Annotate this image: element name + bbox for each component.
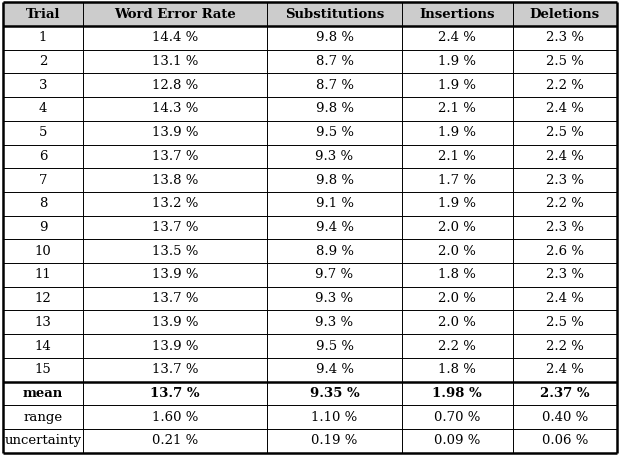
Text: 2.0 %: 2.0 % <box>438 221 476 234</box>
Text: 1.9 %: 1.9 % <box>438 55 476 68</box>
Text: 6: 6 <box>38 150 47 163</box>
Text: 5: 5 <box>39 126 47 139</box>
Text: 9.5 %: 9.5 % <box>316 126 353 139</box>
Text: range: range <box>24 411 63 424</box>
Text: 1.9 %: 1.9 % <box>438 126 476 139</box>
Text: 2: 2 <box>39 55 47 68</box>
Text: 1.7 %: 1.7 % <box>438 174 476 187</box>
Text: 9: 9 <box>38 221 47 234</box>
Text: 9.3 %: 9.3 % <box>316 150 353 163</box>
Text: 1.10 %: 1.10 % <box>311 411 358 424</box>
Text: Deletions: Deletions <box>529 8 600 20</box>
Text: 7: 7 <box>38 174 47 187</box>
Text: 9.8 %: 9.8 % <box>316 174 353 187</box>
Text: 2.0 %: 2.0 % <box>438 316 476 329</box>
Text: 2.1 %: 2.1 % <box>438 150 476 163</box>
Text: 0.09 %: 0.09 % <box>434 435 481 447</box>
Text: 0.70 %: 0.70 % <box>434 411 481 424</box>
Text: 8.7 %: 8.7 % <box>316 55 353 68</box>
Text: 9.7 %: 9.7 % <box>316 268 353 281</box>
FancyBboxPatch shape <box>3 2 617 26</box>
Text: 13.8 %: 13.8 % <box>152 174 198 187</box>
Text: 2.4 %: 2.4 % <box>546 292 583 305</box>
Text: 8: 8 <box>39 197 47 210</box>
Text: 2.37 %: 2.37 % <box>540 387 590 400</box>
Text: 2.4 %: 2.4 % <box>438 31 476 44</box>
Text: 2.3 %: 2.3 % <box>546 268 583 281</box>
Text: 2.0 %: 2.0 % <box>438 292 476 305</box>
Text: 9.3 %: 9.3 % <box>316 316 353 329</box>
Text: 13: 13 <box>35 316 51 329</box>
Text: 2.5 %: 2.5 % <box>546 126 583 139</box>
Text: mean: mean <box>23 387 63 400</box>
Text: 3: 3 <box>38 79 47 92</box>
Text: 13.1 %: 13.1 % <box>152 55 198 68</box>
Text: 13.5 %: 13.5 % <box>152 245 198 258</box>
Text: 2.3 %: 2.3 % <box>546 221 583 234</box>
Text: 13.9 %: 13.9 % <box>152 126 198 139</box>
Text: 1.9 %: 1.9 % <box>438 79 476 92</box>
Text: 2.2 %: 2.2 % <box>546 339 583 353</box>
Text: 4: 4 <box>39 102 47 116</box>
Text: 13.7 %: 13.7 % <box>150 387 200 400</box>
Text: 14.3 %: 14.3 % <box>152 102 198 116</box>
Text: 1.8 %: 1.8 % <box>438 363 476 376</box>
Text: 9.3 %: 9.3 % <box>316 292 353 305</box>
Text: 2.2 %: 2.2 % <box>438 339 476 353</box>
Text: 13.2 %: 13.2 % <box>152 197 198 210</box>
Text: 1.8 %: 1.8 % <box>438 268 476 281</box>
Text: 13.7 %: 13.7 % <box>152 150 198 163</box>
Text: Substitutions: Substitutions <box>285 8 384 20</box>
Text: 2.4 %: 2.4 % <box>546 363 583 376</box>
Text: 9.8 %: 9.8 % <box>316 102 353 116</box>
Text: 2.1 %: 2.1 % <box>438 102 476 116</box>
Text: 14: 14 <box>35 339 51 353</box>
Text: 9.4 %: 9.4 % <box>316 363 353 376</box>
Text: 13.9 %: 13.9 % <box>152 339 198 353</box>
Text: Word Error Rate: Word Error Rate <box>114 8 236 20</box>
Text: 2.0 %: 2.0 % <box>438 245 476 258</box>
Text: 9.1 %: 9.1 % <box>316 197 353 210</box>
Text: 1.60 %: 1.60 % <box>152 411 198 424</box>
Text: 13.9 %: 13.9 % <box>152 316 198 329</box>
Text: 2.4 %: 2.4 % <box>546 150 583 163</box>
Text: Trial: Trial <box>26 8 60 20</box>
Text: 13.9 %: 13.9 % <box>152 268 198 281</box>
Text: 2.3 %: 2.3 % <box>546 174 583 187</box>
Text: 9.35 %: 9.35 % <box>309 387 360 400</box>
Text: 15: 15 <box>35 363 51 376</box>
Text: 12: 12 <box>35 292 51 305</box>
Text: 13.7 %: 13.7 % <box>152 363 198 376</box>
Text: 2.2 %: 2.2 % <box>546 79 583 92</box>
Text: 2.2 %: 2.2 % <box>546 197 583 210</box>
Text: 2.3 %: 2.3 % <box>546 31 583 44</box>
Text: 8.7 %: 8.7 % <box>316 79 353 92</box>
Text: 13.7 %: 13.7 % <box>152 221 198 234</box>
Text: 14.4 %: 14.4 % <box>152 31 198 44</box>
Text: 2.6 %: 2.6 % <box>546 245 583 258</box>
Text: 2.4 %: 2.4 % <box>546 102 583 116</box>
Text: 8.9 %: 8.9 % <box>316 245 353 258</box>
Text: 1.98 %: 1.98 % <box>432 387 482 400</box>
Text: 9.8 %: 9.8 % <box>316 31 353 44</box>
Text: 9.5 %: 9.5 % <box>316 339 353 353</box>
Text: 0.19 %: 0.19 % <box>311 435 358 447</box>
Text: 11: 11 <box>35 268 51 281</box>
Text: 10: 10 <box>35 245 51 258</box>
Text: 1: 1 <box>39 31 47 44</box>
Text: 13.7 %: 13.7 % <box>152 292 198 305</box>
Text: uncertainty: uncertainty <box>4 435 82 447</box>
Text: 2.5 %: 2.5 % <box>546 55 583 68</box>
Text: 12.8 %: 12.8 % <box>152 79 198 92</box>
Text: 1.9 %: 1.9 % <box>438 197 476 210</box>
Text: 9.4 %: 9.4 % <box>316 221 353 234</box>
Text: Insertions: Insertions <box>420 8 495 20</box>
Text: 0.06 %: 0.06 % <box>541 435 588 447</box>
Text: 2.5 %: 2.5 % <box>546 316 583 329</box>
Text: 0.21 %: 0.21 % <box>152 435 198 447</box>
Text: 0.40 %: 0.40 % <box>542 411 588 424</box>
